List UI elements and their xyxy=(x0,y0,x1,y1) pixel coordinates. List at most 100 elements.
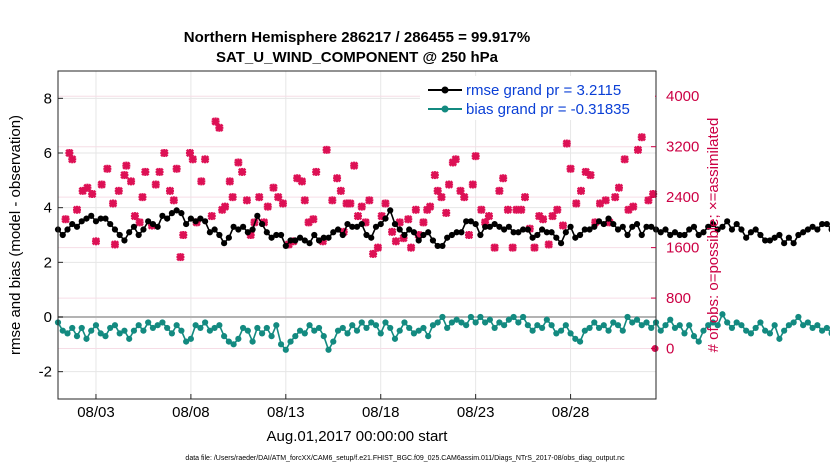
bias-point xyxy=(819,327,826,334)
rmse-point xyxy=(406,226,413,233)
obs-assimilated-marker xyxy=(538,215,548,224)
rmse-point xyxy=(78,218,85,225)
rmse-point xyxy=(743,234,750,241)
bias-point xyxy=(709,319,717,326)
bias-point xyxy=(667,316,674,323)
bias-point xyxy=(586,324,593,332)
bias-point xyxy=(610,319,617,326)
bias-point xyxy=(643,319,650,326)
rmse-point xyxy=(320,234,327,241)
rmse-point xyxy=(130,223,138,230)
obs-assimilated-marker xyxy=(411,205,420,214)
bias-point xyxy=(301,330,308,337)
bias-point xyxy=(448,319,456,326)
bias-point xyxy=(249,338,256,345)
bias-point xyxy=(681,330,688,337)
x-tick-label: 08/03 xyxy=(77,404,115,421)
bias-point xyxy=(591,319,598,326)
bias-point xyxy=(254,324,261,332)
rmse-point xyxy=(273,231,280,239)
obs-assimilated-marker xyxy=(468,180,477,189)
obs-assimilated-marker xyxy=(61,215,70,224)
rmse-point xyxy=(705,223,712,230)
bias-point xyxy=(724,319,731,326)
chart-title-line1: Northern Hemisphere 286217 / 286455 = 99… xyxy=(184,29,530,46)
obs-assimilated-marker xyxy=(126,177,136,186)
legend-rmse-label: rmse grand pr = 3.2115 xyxy=(466,82,621,99)
rmse-point xyxy=(505,223,512,230)
obs-assimilated-marker xyxy=(234,158,243,167)
obs-assimilated-marker xyxy=(72,205,82,214)
bias-point xyxy=(496,319,503,326)
obs-assimilated-marker xyxy=(97,180,106,189)
bias-point xyxy=(69,324,76,332)
rmse-point xyxy=(543,229,550,236)
rmse-point xyxy=(581,226,588,233)
bias-point xyxy=(444,324,451,332)
bias-point xyxy=(230,341,237,348)
bias-point xyxy=(733,319,740,326)
bias-point xyxy=(557,327,565,334)
obs-assimilated-marker xyxy=(425,202,435,211)
rmse-point xyxy=(757,231,764,239)
obs-assimilated-marker xyxy=(238,167,247,177)
rmse-point xyxy=(88,212,95,219)
rmse-point xyxy=(296,234,304,241)
y-tick-label-left: 4 xyxy=(44,200,52,217)
rmse-point xyxy=(368,234,375,241)
rmse-point xyxy=(719,223,726,230)
obs-assimilated-marker xyxy=(620,155,629,164)
bias-point xyxy=(130,327,138,334)
bias-point xyxy=(638,322,645,329)
y-tick-label-right: 3200 xyxy=(666,139,699,156)
obs-assimilated-marker xyxy=(263,202,272,211)
rmse-point xyxy=(572,234,579,241)
obs-assimilated-marker xyxy=(228,193,237,202)
bias-point xyxy=(372,322,380,329)
rmse-point xyxy=(600,220,607,228)
bias-point xyxy=(553,330,560,337)
rmse-point xyxy=(391,220,399,228)
obs-assimilated-marker xyxy=(83,183,92,192)
rmse-point xyxy=(624,231,631,239)
y-axis-right-label: # of obs: o=possible; ×=assimilated xyxy=(705,118,722,353)
rmse-point xyxy=(700,229,707,236)
obs-assimilated-marker xyxy=(155,167,164,177)
rmse-point xyxy=(819,220,826,228)
rmse-point xyxy=(690,223,698,230)
obs-assimilated-marker xyxy=(215,123,224,132)
y-tick-label-left: 6 xyxy=(44,145,52,162)
obs-assimilated-marker xyxy=(138,193,147,202)
bias-point xyxy=(738,322,745,329)
bias-point xyxy=(795,313,802,321)
legend-bias-marker xyxy=(441,105,449,113)
y-tick-label-right: 0 xyxy=(666,341,674,358)
obs-assimilated-marker xyxy=(404,215,413,224)
obs-assimilated-marker xyxy=(110,240,120,249)
rmse-point xyxy=(69,220,76,228)
obs-assimilated-marker xyxy=(601,196,610,205)
rmse-point xyxy=(325,234,332,241)
bias-point xyxy=(320,333,327,340)
bias-point xyxy=(221,333,228,340)
obs-assimilated-marker xyxy=(464,230,474,240)
rmse-point xyxy=(121,237,128,244)
obs-assimilated-marker xyxy=(637,133,646,142)
x-tick-label: 08/13 xyxy=(267,404,305,421)
obs-assimilated-marker xyxy=(633,145,643,154)
bias-point xyxy=(349,322,356,329)
obs-assimilated-marker xyxy=(520,193,530,202)
legend-rmse-marker xyxy=(441,86,449,94)
bias-point xyxy=(453,316,460,323)
obs-assimilated-marker xyxy=(211,117,220,126)
obs-assimilated-marker xyxy=(255,193,264,202)
rmse-point xyxy=(520,226,527,233)
rmse-point xyxy=(676,231,683,239)
bias-point xyxy=(225,338,232,345)
obs-assimilated-marker xyxy=(91,237,101,246)
bias-point xyxy=(562,322,569,329)
obs-assimilated-marker xyxy=(65,148,74,158)
rmse-point xyxy=(178,210,185,217)
bias-point xyxy=(235,335,242,342)
bias-point xyxy=(501,322,508,329)
